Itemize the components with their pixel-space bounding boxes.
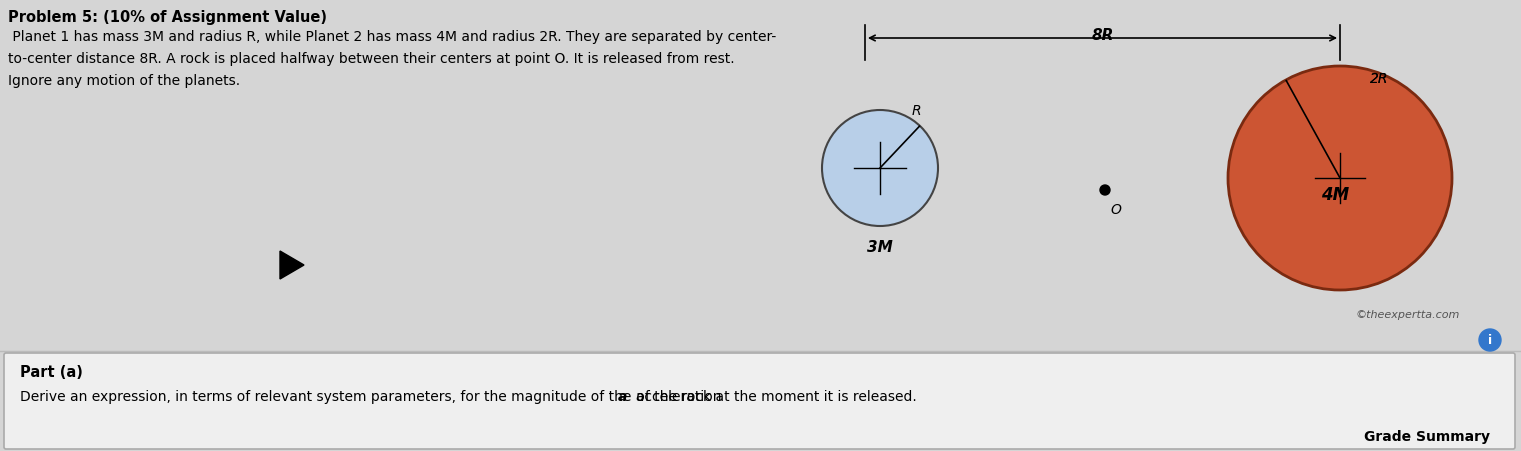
Text: 4M: 4M [1320, 186, 1349, 204]
Circle shape [1227, 66, 1453, 290]
Text: 3M: 3M [867, 240, 893, 255]
Text: Ignore any motion of the planets.: Ignore any motion of the planets. [8, 74, 240, 88]
Text: i: i [1488, 333, 1492, 346]
Text: Planet 1 has mass 3M and radius R, while Planet 2 has mass 4M and radius 2R. The: Planet 1 has mass 3M and radius R, while… [8, 30, 776, 44]
Text: 2R: 2R [1370, 72, 1389, 86]
Text: Part (a): Part (a) [20, 365, 82, 380]
Text: O: O [1110, 203, 1121, 217]
Text: R: R [913, 104, 922, 118]
Text: of the rock at the moment it is released.: of the rock at the moment it is released… [633, 390, 917, 404]
Polygon shape [280, 251, 304, 279]
Text: Grade Summary: Grade Summary [1364, 430, 1491, 444]
Text: 8R: 8R [1092, 28, 1115, 43]
Text: a: a [618, 390, 627, 404]
Text: 2R: 2R [1370, 72, 1389, 86]
Circle shape [1100, 185, 1110, 195]
Text: ©theexpertta.com: ©theexpertta.com [1355, 310, 1460, 320]
Text: Derive an expression, in terms of relevant system parameters, for the magnitude : Derive an expression, in terms of releva… [20, 390, 726, 404]
Circle shape [821, 110, 938, 226]
Text: to-center distance 8R. A rock is placed halfway between their centers at point O: to-center distance 8R. A rock is placed … [8, 52, 735, 66]
FancyBboxPatch shape [5, 353, 1515, 449]
Text: Problem 5: (10% of Assignment Value): Problem 5: (10% of Assignment Value) [8, 10, 327, 25]
Circle shape [1478, 329, 1501, 351]
